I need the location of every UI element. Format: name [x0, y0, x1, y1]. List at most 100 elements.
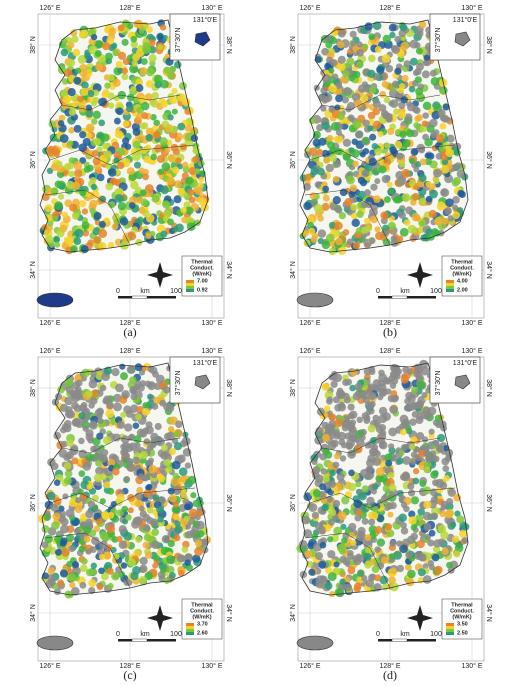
dot	[453, 550, 461, 558]
dot	[117, 148, 126, 156]
dot	[54, 201, 64, 211]
dot	[108, 43, 117, 52]
dot	[194, 168, 201, 175]
dot	[63, 462, 72, 470]
dot	[161, 120, 170, 129]
dot	[314, 181, 322, 188]
dot	[160, 566, 167, 574]
dot	[441, 165, 450, 174]
dot	[374, 226, 381, 233]
dot	[435, 152, 443, 160]
dot	[183, 515, 190, 522]
dot	[372, 107, 380, 116]
dot	[61, 38, 68, 45]
dot	[145, 232, 152, 239]
lon-label: 128° E	[119, 319, 140, 327]
dot	[180, 143, 187, 151]
dot	[354, 99, 363, 108]
legend-title: (W/mK)	[192, 614, 211, 620]
dot	[396, 457, 404, 465]
dot	[378, 442, 386, 449]
dot	[366, 458, 375, 468]
dot	[381, 80, 389, 88]
dot	[155, 374, 165, 384]
dot	[120, 411, 127, 419]
dot	[329, 509, 337, 517]
dot	[381, 174, 390, 184]
dot	[150, 153, 157, 161]
dot	[439, 510, 447, 518]
legend-max: 3.50	[457, 621, 468, 627]
dot	[411, 213, 420, 222]
dot	[142, 541, 150, 549]
dot	[425, 195, 433, 203]
dot	[416, 539, 425, 549]
dot	[107, 92, 115, 100]
scale-label: km	[400, 631, 410, 638]
dot	[454, 543, 464, 553]
dot	[389, 405, 398, 414]
dot	[422, 511, 432, 521]
dot	[169, 96, 178, 105]
dot	[198, 176, 205, 183]
dot	[401, 74, 409, 82]
province-border	[321, 94, 441, 111]
dot	[112, 49, 120, 57]
dot	[44, 204, 53, 213]
dot	[89, 421, 97, 428]
dot	[312, 489, 321, 498]
dot	[328, 67, 335, 74]
dot	[200, 203, 209, 212]
dot	[167, 114, 174, 121]
dot	[64, 378, 74, 387]
dot	[143, 533, 152, 542]
dot	[378, 165, 387, 174]
dot	[130, 35, 138, 43]
dot	[145, 80, 154, 88]
dot	[339, 555, 347, 563]
dot	[350, 369, 358, 377]
dot	[320, 105, 327, 112]
dot	[334, 81, 343, 89]
dot	[398, 211, 406, 219]
dot	[311, 511, 320, 519]
dot	[368, 86, 377, 94]
dot	[78, 449, 88, 459]
dot	[93, 211, 102, 220]
dot	[96, 518, 103, 525]
dot	[74, 504, 83, 514]
dot	[187, 475, 197, 485]
dot	[194, 186, 203, 196]
dot	[436, 444, 445, 453]
dot	[102, 42, 111, 51]
dot	[360, 94, 369, 103]
dot	[419, 480, 427, 488]
dot	[157, 516, 164, 523]
dot	[130, 571, 139, 581]
dot	[67, 59, 76, 67]
dot	[407, 569, 416, 579]
dot	[413, 122, 420, 129]
dot	[394, 35, 402, 43]
dot	[121, 435, 130, 444]
dot	[391, 45, 400, 55]
dot	[437, 433, 446, 443]
dot	[346, 57, 355, 66]
dot	[96, 432, 104, 440]
dot	[89, 546, 97, 553]
dot	[103, 150, 112, 159]
dot	[419, 553, 427, 561]
dot	[121, 390, 130, 399]
dot	[132, 152, 141, 161]
dot	[328, 84, 337, 93]
dot	[142, 173, 150, 181]
dot	[343, 87, 353, 96]
dot	[357, 530, 364, 538]
dot	[115, 61, 123, 69]
dot	[171, 505, 181, 515]
dot	[385, 115, 392, 122]
inset-lat: 37°30'N	[174, 28, 182, 53]
legend-title: Thermal	[451, 259, 473, 265]
dot	[371, 443, 379, 451]
dot	[121, 505, 129, 513]
